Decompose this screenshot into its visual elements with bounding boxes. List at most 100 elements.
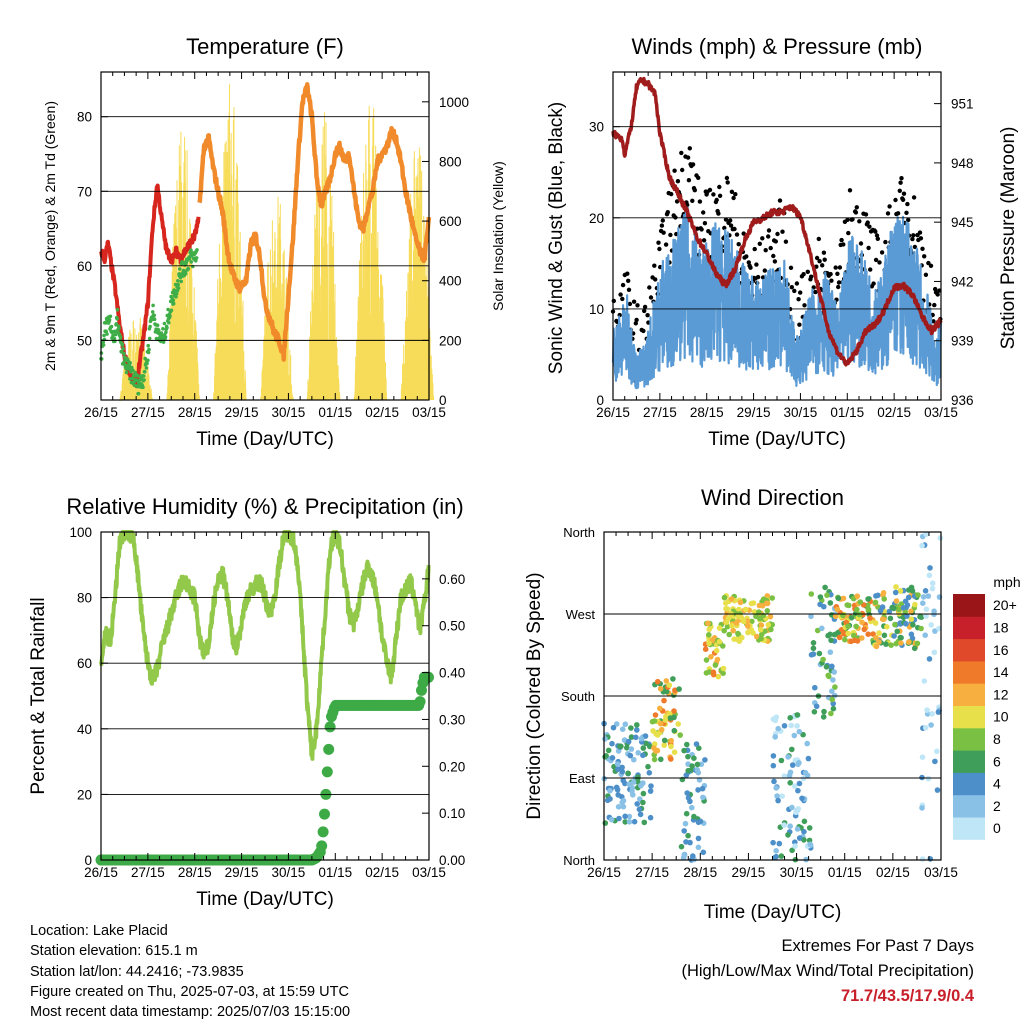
y-tick-label: 20 [589, 211, 604, 226]
direction-point [720, 643, 726, 649]
direction-point [821, 603, 827, 610]
direction-point [831, 669, 837, 675]
x-tick-label: 01/15 [318, 405, 352, 420]
dewpoint-point [176, 279, 180, 283]
wind-line [611, 206, 943, 390]
dewpoint-point [114, 322, 119, 326]
gust-point [814, 255, 820, 261]
direction-point [609, 740, 615, 747]
gust-point [885, 211, 891, 216]
gust-point [798, 290, 803, 295]
dewpoint-point [150, 310, 155, 314]
direction-point [736, 606, 742, 613]
x-tick-label: 02/15 [365, 865, 399, 880]
latlon-text: Station lat/lon: 44.2416; -73.9835 [30, 963, 244, 980]
y2-tick-label: 0.10 [439, 806, 465, 821]
dewpoint-point [164, 330, 168, 335]
dewpoint-point [148, 324, 152, 329]
direction-point [724, 623, 731, 630]
gust-point [854, 205, 859, 210]
direction-point [634, 801, 640, 807]
direction-point [609, 755, 616, 761]
gust-point [732, 226, 737, 232]
gust-point [762, 268, 767, 273]
gust-point [901, 191, 907, 196]
direction-point [615, 792, 621, 798]
dewpoint-point [122, 362, 126, 366]
direction-point [770, 753, 777, 759]
direction-point [830, 705, 837, 712]
gust-point [922, 254, 927, 259]
direction-point [684, 741, 690, 748]
gust-point [893, 197, 898, 203]
gust-point [752, 246, 757, 252]
direction-point [640, 790, 647, 797]
direction-point [915, 592, 921, 598]
y2-tick-label: 936 [951, 393, 974, 408]
direction-point [905, 594, 912, 601]
direction-point [801, 828, 807, 835]
direction-point [904, 613, 910, 619]
direction-point [625, 770, 631, 777]
direction-point [922, 588, 929, 594]
direction-point [893, 598, 900, 604]
gust-point [642, 308, 647, 314]
direction-point [640, 752, 646, 759]
direction-point [873, 643, 880, 650]
y-tick-label: 30 [589, 120, 604, 135]
direction-point [825, 632, 831, 639]
x-tick-label: 28/15 [690, 405, 724, 420]
direction-point [804, 772, 811, 779]
direction-point [767, 613, 774, 620]
direction-point [671, 727, 678, 734]
x-tick-label: 27/15 [131, 405, 165, 420]
x-tick-label: 27/15 [131, 865, 165, 880]
direction-point [629, 788, 635, 795]
direction-point [773, 848, 779, 854]
gust-point [648, 295, 654, 300]
direction-point [602, 736, 608, 742]
dewpoint-point [128, 361, 132, 365]
direction-point [898, 640, 904, 646]
precip-series [95, 671, 434, 866]
gust-point [828, 271, 833, 277]
direction-point [667, 715, 674, 721]
direction-point [926, 656, 933, 662]
gust-point [687, 146, 692, 151]
gust-point [728, 223, 734, 228]
dewpoint-point [142, 378, 146, 382]
gust-point [917, 230, 923, 235]
dewpoint-point [147, 347, 151, 352]
direction-point [620, 803, 627, 810]
dewpoint-point [152, 313, 156, 318]
x-tick-label: 30/15 [780, 865, 814, 880]
gust-point [928, 263, 934, 268]
gust-point [839, 237, 844, 243]
direction-point [805, 755, 812, 762]
direction-point [662, 717, 669, 723]
direction-point [625, 738, 632, 745]
direction-point [851, 637, 858, 644]
x-tick-label: 28/15 [683, 865, 717, 880]
direction-point [703, 670, 710, 676]
direction-point [608, 816, 615, 823]
dewpoint-point [147, 336, 152, 341]
gust-point [841, 242, 846, 247]
gust-point [911, 195, 917, 200]
y2-axis-label: Solar Insolation (Yellow) [490, 161, 506, 311]
direction-point [820, 656, 826, 663]
direction-point [903, 621, 909, 627]
gust-point [701, 210, 706, 215]
gust-point [883, 239, 888, 245]
direction-point [678, 843, 685, 850]
direction-point [702, 646, 709, 652]
direction-point [729, 623, 735, 629]
gust-point [696, 175, 701, 180]
direction-point [628, 746, 635, 752]
direction-point [796, 835, 803, 841]
direction-point [836, 634, 843, 641]
direction-point [651, 745, 657, 751]
direction-point [873, 635, 879, 641]
gust-point [760, 236, 765, 241]
direction-point [791, 732, 798, 739]
